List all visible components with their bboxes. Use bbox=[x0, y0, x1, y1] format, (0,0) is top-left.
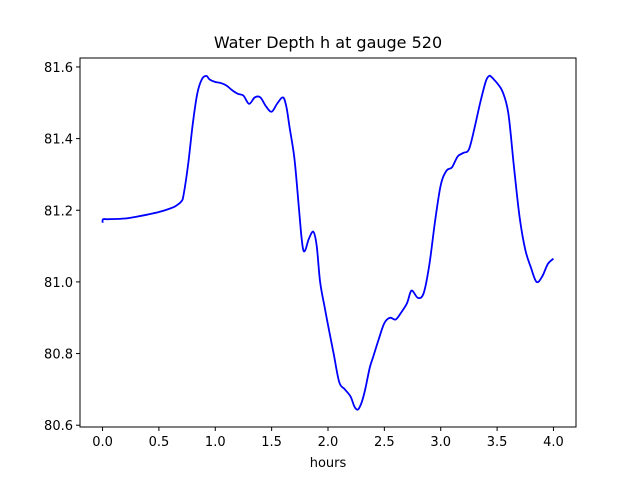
y-tick-label: 80.6 bbox=[44, 419, 73, 434]
x-tick-label: 3.0 bbox=[430, 435, 451, 450]
axes-frame bbox=[79, 57, 577, 428]
y-tick-label: 81.0 bbox=[44, 276, 73, 291]
x-tick-label: 4.0 bbox=[543, 435, 564, 450]
y-tick-label: 81.6 bbox=[44, 61, 73, 76]
x-axis-label: hours bbox=[310, 456, 347, 471]
x-tick-label: 0.0 bbox=[92, 435, 113, 450]
plot-area: 0.0 0.5 1.0 1.5 2.0 2.5 3.0 3.5 4.0 80.6 80.8 81.0… bbox=[44, 57, 577, 450]
y-tick-label: 81.2 bbox=[44, 204, 73, 219]
series-line-h bbox=[101, 74, 555, 411]
y-tick-label: 80.8 bbox=[44, 348, 73, 363]
x-tick-label: 1.0 bbox=[205, 435, 226, 450]
y-axis: 80.6 80.8 81.0 81.2 81.4 81.6 bbox=[44, 61, 80, 434]
x-tick-label: 2.5 bbox=[374, 435, 395, 450]
x-tick-label: 0.5 bbox=[149, 435, 170, 450]
y-tick-label: 81.4 bbox=[44, 133, 73, 148]
x-axis: 0.0 0.5 1.0 1.5 2.0 2.5 3.0 3.5 4.0 bbox=[92, 427, 564, 450]
chart-title: Water Depth h at gauge 520 bbox=[214, 33, 442, 52]
x-tick-label: 2.0 bbox=[318, 435, 339, 450]
x-tick-label: 1.5 bbox=[261, 435, 282, 450]
series-layer bbox=[101, 74, 555, 411]
x-tick-label: 3.5 bbox=[487, 435, 508, 450]
